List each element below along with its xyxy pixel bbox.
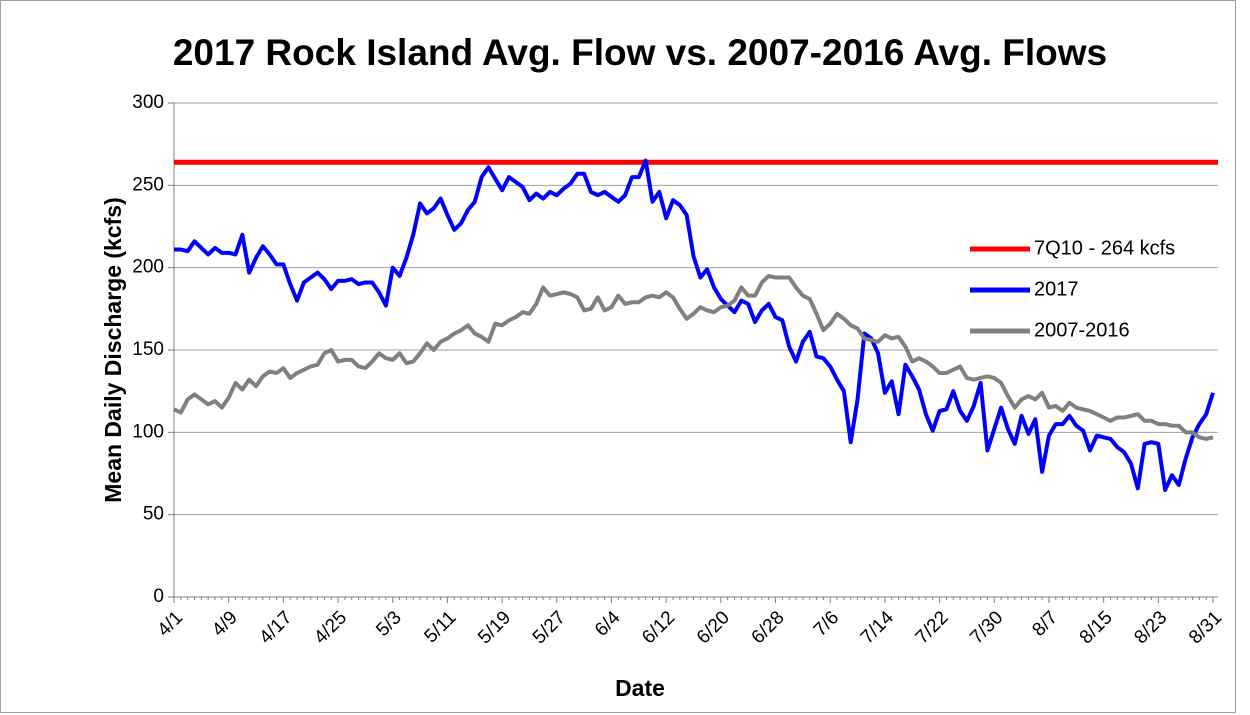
y-tick-label: 0 <box>153 586 164 607</box>
y-tick-label: 250 <box>132 174 164 195</box>
y-tick-label: 300 <box>132 92 164 113</box>
y-tick-label: 150 <box>132 339 164 360</box>
x-axis-label: Date <box>615 675 665 701</box>
series-line <box>173 273 1214 441</box>
legend-label: 2017 <box>1034 278 1079 300</box>
y-tick-label: 100 <box>132 421 164 442</box>
legend-label: 2007-2016 <box>1034 319 1130 341</box>
y-tick-label: 50 <box>143 504 164 525</box>
y-tick-label: 200 <box>132 257 164 278</box>
y-axis-label: Mean Daily Discharge (kcfs) <box>100 197 126 503</box>
series-line <box>174 158 1215 492</box>
legend-label: 7Q10 - 264 kcfs <box>1034 237 1175 259</box>
chart-title: 2017 Rock Island Avg. Flow vs. 2007-2016… <box>173 32 1107 73</box>
